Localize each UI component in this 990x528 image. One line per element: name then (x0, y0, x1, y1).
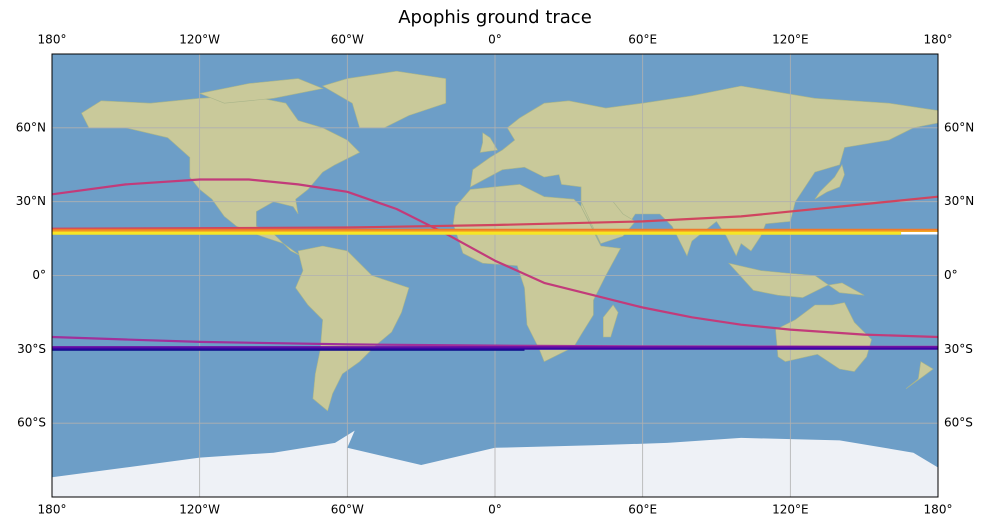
left-lat-label: 30°N (16, 194, 46, 208)
right-lat-label: 60°S (944, 416, 973, 430)
right-lat-label: 0° (944, 268, 958, 282)
land-madagascar (603, 304, 619, 338)
top-lon-label: 120°E (772, 33, 809, 47)
left-lat-label: 0° (32, 268, 46, 282)
top-lon-label: 0° (488, 33, 502, 47)
right-lat-label: 30°N (944, 194, 974, 208)
bottom-lon-label: 60°E (628, 503, 657, 517)
land-indonesia (727, 262, 865, 298)
top-lon-label: 180° (924, 33, 953, 47)
right-lat-label: 60°N (944, 120, 974, 134)
trace-line (52, 178, 938, 339)
bottom-lon-label: 0° (488, 503, 502, 517)
top-lon-label: 180° (38, 33, 67, 47)
bottom-lon-label: 120°W (179, 503, 220, 517)
top-lon-label: 60°W (331, 33, 364, 47)
land-arctic-islands (198, 78, 324, 104)
top-lon-label: 60°E (628, 33, 657, 47)
left-lat-label: 60°N (16, 120, 46, 134)
bottom-lon-label: 60°W (331, 503, 364, 517)
tick-labels: 180° 180° 120°W 120°W 60°W 60°W 0° 0° 60°E 60°E 12… (16, 33, 975, 517)
left-lat-label: 30°S (17, 342, 46, 356)
bottom-lon-label: 180° (38, 503, 67, 517)
land-japan (814, 164, 845, 200)
bottom-lon-label: 180° (924, 503, 953, 517)
land-south-america (295, 245, 410, 412)
land-north-america (81, 95, 361, 257)
land-new-zealand (905, 361, 934, 389)
map-title: Apophis ground trace (398, 7, 592, 28)
left-lat-label: 60°S (17, 416, 46, 430)
right-lat-label: 30°S (944, 342, 973, 356)
trace-line (52, 195, 938, 230)
top-lon-label: 120°W (179, 33, 220, 47)
ground-trace (52, 178, 938, 351)
land-greenland (321, 70, 447, 129)
bottom-lon-label: 120°E (772, 503, 809, 517)
plot-frame (51, 53, 939, 498)
